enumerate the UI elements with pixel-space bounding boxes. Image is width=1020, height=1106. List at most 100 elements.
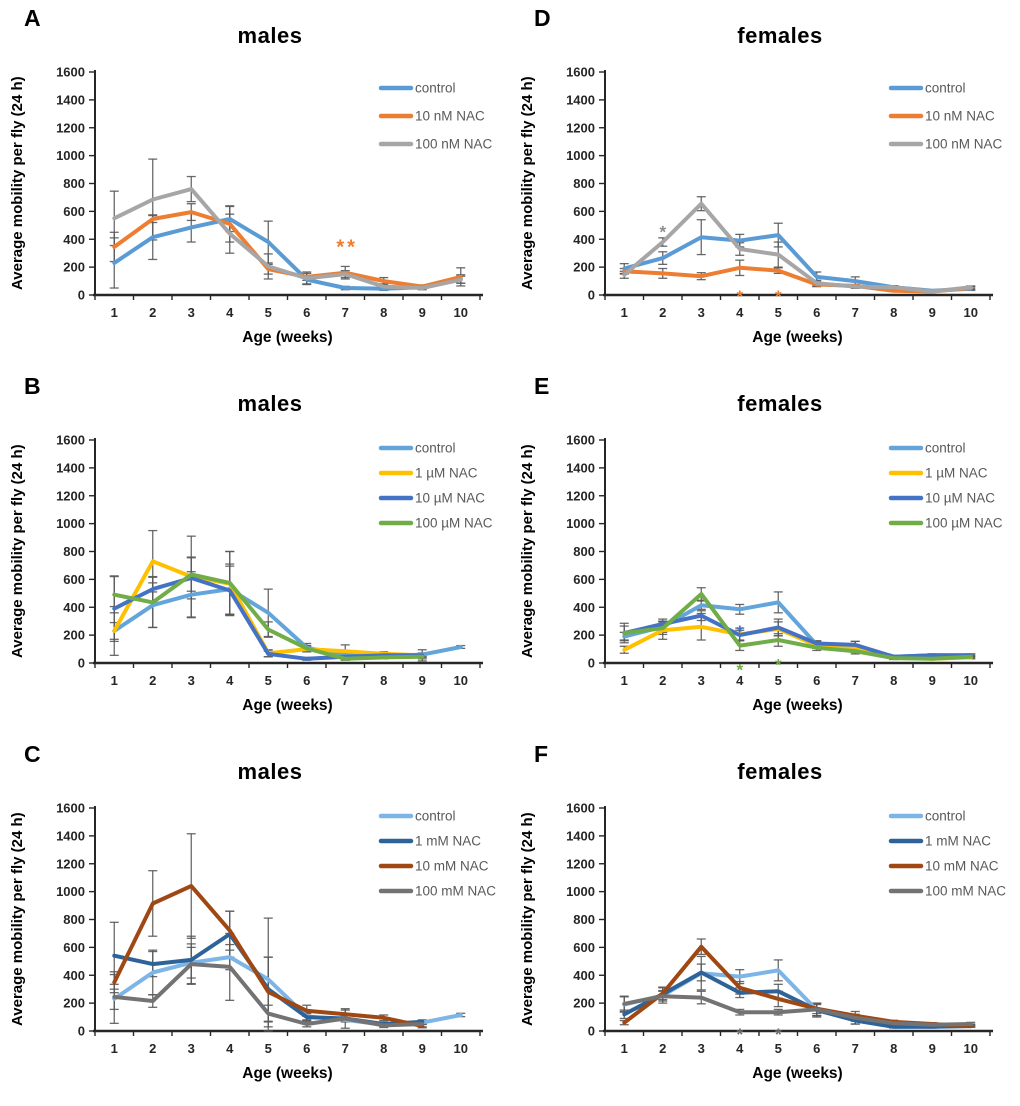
panel-letter: E bbox=[534, 373, 550, 399]
legend-label: 10 µM NAC bbox=[925, 491, 995, 506]
y-tick-label: 1200 bbox=[566, 120, 595, 135]
line-chart-males-uM: 0 200 400 600 800 1000 1200 1400 1600 1 2 3 4 5 6 7 8 9 10… bbox=[56, 433, 493, 689]
series-line-control bbox=[622, 233, 973, 293]
y-tick-label: 1000 bbox=[566, 884, 595, 899]
x-tick-label: 6 bbox=[813, 1041, 820, 1056]
y-tick-label: 1600 bbox=[566, 65, 595, 80]
x-tick-label: 2 bbox=[149, 1041, 156, 1056]
x-tick-label: 4 bbox=[736, 305, 744, 320]
legend-label: control bbox=[925, 809, 966, 824]
legend-label: 10 nM NAC bbox=[415, 109, 485, 124]
x-tick-label: 7 bbox=[852, 1041, 859, 1056]
x-tick-label: 1 bbox=[111, 673, 118, 688]
y-tick-label: 0 bbox=[78, 1024, 85, 1039]
series-line-10-µm-nac bbox=[622, 613, 973, 659]
x-tick-label: 7 bbox=[342, 673, 349, 688]
panel-letter: D bbox=[534, 5, 551, 31]
series-line-10-mm-nac bbox=[112, 884, 425, 1029]
panel-title: males bbox=[237, 759, 303, 784]
series-line-control bbox=[112, 217, 463, 291]
line-chart-females-nM: 0 200 400 600 800 1000 1200 1400 1600 1 2 3 4 5 6 7 8 9 10… bbox=[566, 65, 1002, 321]
x-tick-label: 9 bbox=[419, 1041, 426, 1056]
significance-asterisk: * bbox=[736, 1025, 743, 1044]
y-tick-label: 200 bbox=[63, 628, 85, 643]
x-tick-label: 10 bbox=[454, 673, 468, 688]
series-line-100-µm-nac bbox=[622, 592, 973, 661]
y-tick-label: 1400 bbox=[56, 92, 85, 107]
y-tick-label: 1200 bbox=[56, 856, 85, 871]
y-tick-label: 1400 bbox=[56, 460, 85, 475]
x-tick-label: 2 bbox=[659, 1041, 666, 1056]
significance-asterisk: * bbox=[775, 655, 782, 674]
x-tick-label: 3 bbox=[698, 305, 705, 320]
legend-label: 10 nM NAC bbox=[925, 109, 995, 124]
x-axis-label: Age (weeks) bbox=[752, 697, 843, 714]
x-tick-label: 6 bbox=[813, 673, 820, 688]
x-tick-label: 1 bbox=[621, 1041, 628, 1056]
x-tick-label: 3 bbox=[188, 1041, 195, 1056]
series-line-100-mm-nac bbox=[112, 962, 425, 1028]
x-tick-label: 8 bbox=[380, 1041, 387, 1056]
x-axis-label: Age (weeks) bbox=[242, 329, 333, 346]
panel-title: females bbox=[737, 23, 823, 48]
y-tick-label: 1200 bbox=[566, 856, 595, 871]
x-axis-label: Age (weeks) bbox=[752, 329, 843, 346]
x-tick-label: 5 bbox=[775, 1041, 782, 1056]
y-tick-label: 0 bbox=[78, 656, 85, 671]
x-axis-label: Age (weeks) bbox=[242, 697, 333, 714]
y-tick-label: 200 bbox=[573, 260, 595, 275]
y-tick-label: 600 bbox=[63, 204, 85, 219]
line-chart-females-mM: 0 200 400 600 800 1000 1200 1400 1600 1 2 3 4 5 6 7 8 9 10… bbox=[566, 801, 1006, 1057]
y-tick-label: 200 bbox=[63, 260, 85, 275]
y-tick-label: 800 bbox=[63, 912, 85, 927]
x-tick-label: 8 bbox=[380, 673, 387, 688]
legend-label: control bbox=[415, 81, 456, 96]
panel-title: females bbox=[737, 391, 823, 416]
panel-title: males bbox=[237, 23, 303, 48]
panel-letter: F bbox=[534, 741, 549, 767]
y-tick-label: 1000 bbox=[56, 884, 85, 899]
y-tick-label: 200 bbox=[63, 996, 85, 1011]
y-tick-label: 1000 bbox=[56, 516, 85, 531]
x-tick-label: 1 bbox=[621, 673, 628, 688]
y-tick-label: 1200 bbox=[566, 488, 595, 503]
x-tick-label: 4 bbox=[736, 1041, 744, 1056]
x-tick-label: 8 bbox=[890, 673, 897, 688]
y-tick-label: 200 bbox=[573, 996, 595, 1011]
y-tick-label: 1600 bbox=[566, 433, 595, 448]
legend-label: 1 µM NAC bbox=[925, 466, 988, 481]
legend-label: 100 nM NAC bbox=[415, 137, 493, 152]
series-line-10-µm-nac bbox=[112, 576, 425, 661]
y-tick-label: 1000 bbox=[566, 148, 595, 163]
y-tick-label: 0 bbox=[588, 656, 595, 671]
x-tick-label: 5 bbox=[775, 673, 782, 688]
significance-asterisk: * bbox=[736, 622, 743, 641]
x-tick-label: 9 bbox=[419, 673, 426, 688]
x-tick-label: 2 bbox=[149, 305, 156, 320]
x-tick-label: 7 bbox=[342, 305, 349, 320]
panel-D: D females Average mobility per fly (24 h… bbox=[510, 0, 1020, 368]
y-tick-label: 1200 bbox=[56, 488, 85, 503]
panel-title: females bbox=[737, 759, 823, 784]
x-tick-label: 7 bbox=[852, 305, 859, 320]
x-tick-label: 2 bbox=[149, 673, 156, 688]
y-tick-label: 0 bbox=[588, 1024, 595, 1039]
y-tick-label: 600 bbox=[63, 940, 85, 955]
x-tick-label: 7 bbox=[342, 1041, 349, 1056]
x-tick-label: 5 bbox=[265, 1041, 272, 1056]
x-tick-label: 5 bbox=[775, 305, 782, 320]
y-tick-label: 1600 bbox=[56, 65, 85, 80]
x-tick-label: 1 bbox=[111, 1041, 118, 1056]
series-line-10-nm-nac bbox=[112, 210, 463, 289]
y-tick-label: 1600 bbox=[56, 433, 85, 448]
x-tick-label: 10 bbox=[454, 1041, 468, 1056]
y-tick-label: 400 bbox=[63, 232, 85, 247]
x-tick-label: 9 bbox=[419, 305, 426, 320]
y-tick-label: 600 bbox=[573, 572, 595, 587]
x-tick-label: 8 bbox=[890, 1041, 897, 1056]
legend-label: 100 µM NAC bbox=[415, 516, 493, 531]
significance-asterisk: * bbox=[736, 661, 743, 680]
x-tick-label: 3 bbox=[188, 673, 195, 688]
x-tick-label: 1 bbox=[111, 305, 118, 320]
